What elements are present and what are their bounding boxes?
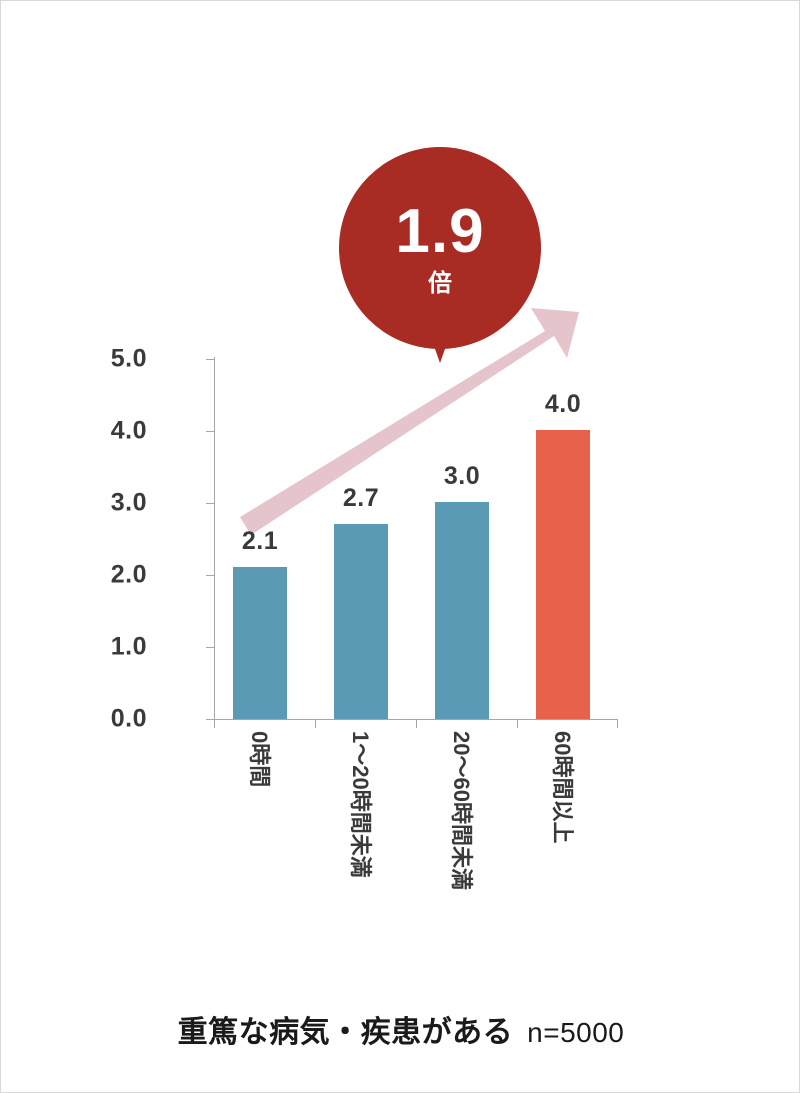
x-tick-mark-0 [214,719,215,728]
callout-number: 1.9 [395,196,485,266]
bar-value-3: 4.0 [544,390,582,418]
y-tick-mark-5 [206,359,214,360]
x-category-label-3: 60時間以上 [550,731,575,844]
bar-value-0: 2.1 [241,527,279,555]
x-tick-mark-4 [617,719,618,728]
y-tick-mark-3 [206,503,214,504]
bar-1[interactable] [334,524,388,719]
y-axis-line [214,357,215,720]
x-tick-mark-1 [315,719,316,728]
bars-container [1,1,799,719]
y-tick-label-2: 2.0 [110,560,147,589]
caption-main-text: 重篤な病気・疾患がある [177,1016,514,1049]
x-tick-mark-3 [517,719,518,728]
callout-unit: 倍 [428,269,452,297]
y-tick-label-3: 3.0 [110,488,147,517]
trend-arrow-icon [240,308,579,535]
y-tick-label-4: 4.0 [110,416,147,445]
callout-tail-icon [429,332,451,363]
y-tick-label-0: 0.0 [110,704,147,733]
callout-circle [339,147,541,349]
bar-3[interactable] [536,430,590,719]
y-tick-label-1: 1.0 [110,632,147,661]
bar-0[interactable] [233,567,287,719]
chart-caption: 重篤な病気・疾患がある n=5000 [1,1007,799,1051]
callout-bubble: 1.9 倍 [339,147,541,363]
y-tick-mark-1 [206,647,214,648]
caption-sample-size: n=5000 [527,1017,625,1048]
y-tick-mark-2 [206,575,214,576]
y-tick-mark-4 [206,431,214,432]
x-axis-line [206,719,618,720]
callout-text: 1.9 倍 [339,147,541,349]
y-tick-label-5: 5.0 [110,344,147,373]
bar-2[interactable] [435,502,489,719]
x-category-label-1: 1〜20時間未満 [348,731,373,878]
bar-chart: 0.0 1.0 2.0 3.0 4.0 5.0 2.1 2.7 3.0 [1,1,799,1001]
bar-value-2: 3.0 [443,462,481,490]
bar-value-1: 2.7 [342,484,380,512]
x-category-label-0: 0時間 [247,731,272,788]
x-tick-mark-2 [416,719,417,728]
x-category-label-2: 20〜60時間未満 [449,731,474,890]
